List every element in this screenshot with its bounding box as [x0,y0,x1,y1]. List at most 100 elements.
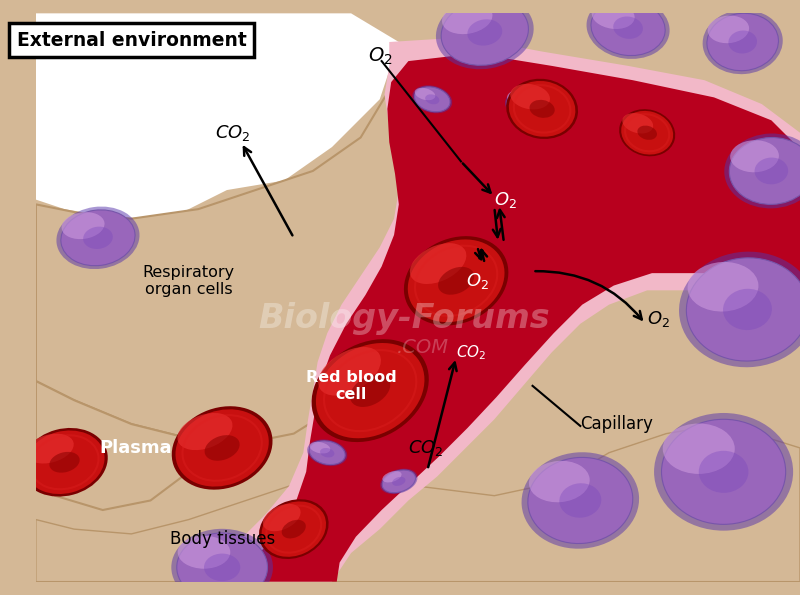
Ellipse shape [530,100,554,118]
Ellipse shape [723,289,772,330]
Ellipse shape [26,434,74,464]
Ellipse shape [414,88,435,100]
Text: $O_2$: $O_2$ [494,190,518,209]
Ellipse shape [517,95,530,104]
Ellipse shape [622,111,673,155]
Ellipse shape [679,252,800,367]
Ellipse shape [586,0,670,59]
Text: $O_2$: $O_2$ [647,309,670,329]
Ellipse shape [382,470,415,493]
Ellipse shape [262,502,326,557]
Text: $O_2$: $O_2$ [466,271,489,291]
Text: $CO_2$: $CO_2$ [215,123,251,143]
Ellipse shape [754,158,788,184]
Ellipse shape [307,440,347,466]
Ellipse shape [619,109,675,156]
Ellipse shape [414,87,450,112]
Text: .COM: .COM [397,338,449,357]
Text: Body tissues: Body tissues [170,530,274,547]
Ellipse shape [686,258,800,361]
Text: $O_2$: $O_2$ [368,46,393,67]
Ellipse shape [83,227,113,249]
Ellipse shape [50,452,80,472]
Ellipse shape [57,206,139,269]
Ellipse shape [171,529,273,595]
Ellipse shape [509,81,575,137]
Ellipse shape [392,477,406,486]
Ellipse shape [724,133,800,208]
Ellipse shape [662,419,786,524]
Ellipse shape [614,17,643,39]
Ellipse shape [61,210,135,266]
Ellipse shape [467,19,502,46]
Ellipse shape [263,504,301,531]
Ellipse shape [730,137,800,205]
Ellipse shape [687,262,758,312]
Polygon shape [36,424,800,582]
Text: Red blood
cell: Red blood cell [306,369,397,402]
Ellipse shape [436,0,534,69]
Polygon shape [36,52,456,443]
Ellipse shape [408,239,505,322]
Ellipse shape [654,413,793,531]
Ellipse shape [529,461,590,502]
Ellipse shape [528,458,633,544]
Text: Plasma: Plasma [100,439,173,457]
Ellipse shape [708,15,749,43]
Ellipse shape [730,140,779,173]
Text: Biology-Forums: Biology-Forums [258,302,550,336]
Ellipse shape [622,113,653,133]
Ellipse shape [412,85,452,113]
Ellipse shape [380,469,418,494]
Ellipse shape [204,553,240,581]
Ellipse shape [698,451,749,493]
Ellipse shape [410,243,466,284]
Ellipse shape [320,448,334,458]
Ellipse shape [702,10,782,74]
Text: Respiratory
organ cells: Respiratory organ cells [142,265,234,297]
Ellipse shape [62,212,105,239]
Ellipse shape [25,431,105,494]
Ellipse shape [442,2,493,34]
Ellipse shape [282,520,306,538]
Ellipse shape [178,413,233,450]
Ellipse shape [205,435,240,461]
Ellipse shape [507,89,526,101]
Ellipse shape [404,236,508,325]
Ellipse shape [318,347,381,396]
Ellipse shape [507,88,539,111]
Ellipse shape [505,86,541,112]
Ellipse shape [310,441,345,465]
Ellipse shape [441,0,529,65]
Ellipse shape [638,126,657,140]
Polygon shape [36,13,399,219]
Ellipse shape [259,499,329,559]
Ellipse shape [178,536,230,569]
Ellipse shape [662,424,734,474]
Ellipse shape [591,0,665,55]
Text: $CO_2$: $CO_2$ [456,343,486,362]
Text: External environment: External environment [17,30,246,49]
Ellipse shape [438,267,474,295]
Ellipse shape [510,84,550,109]
Ellipse shape [592,2,634,29]
Ellipse shape [316,343,425,439]
Ellipse shape [707,13,778,71]
Polygon shape [242,54,800,582]
Ellipse shape [382,471,402,483]
Ellipse shape [559,483,602,518]
Ellipse shape [425,95,439,104]
Text: Capillary: Capillary [580,415,653,433]
Ellipse shape [175,409,269,487]
Polygon shape [36,381,189,510]
Ellipse shape [522,452,639,549]
Ellipse shape [310,442,330,453]
Ellipse shape [172,406,273,490]
Ellipse shape [506,79,578,139]
Ellipse shape [728,30,757,54]
Text: $CO_2$: $CO_2$ [408,438,444,458]
Ellipse shape [350,374,390,407]
Ellipse shape [311,339,429,442]
Ellipse shape [22,428,108,497]
Polygon shape [208,37,800,582]
